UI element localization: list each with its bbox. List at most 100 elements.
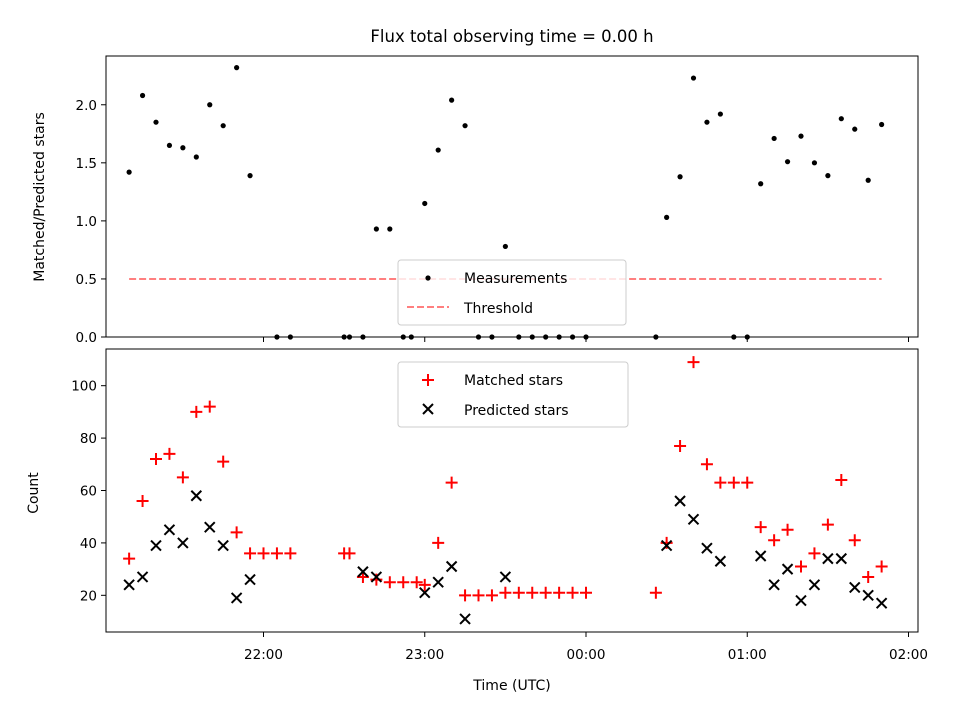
- measurement-point: [422, 200, 428, 207]
- matched-star-point: [343, 547, 356, 560]
- matched-star-point: [566, 586, 579, 599]
- predicted-star-point: [419, 586, 431, 599]
- bottom-y-axis-label: Count: [26, 472, 42, 514]
- top-axes-frame: [105, 55, 919, 338]
- matched-star-point: [123, 552, 136, 565]
- predicted-star-point: [795, 594, 807, 607]
- measurement-point: [690, 75, 697, 81]
- measurement-point: [811, 160, 818, 166]
- bottom-y-tick-label: 40: [80, 536, 97, 552]
- predicted-star-point: [217, 539, 229, 552]
- predicted-star-point: [835, 552, 848, 565]
- measurement-point: [771, 135, 777, 142]
- matched-star-point: [674, 439, 687, 452]
- predicted-star-point: [687, 513, 700, 526]
- matched-star-point: [190, 405, 203, 418]
- measurement-point: [220, 123, 226, 129]
- matched-star-point: [270, 547, 283, 560]
- matched-star-point: [727, 476, 740, 489]
- top-y-tick-label: 1.5: [76, 156, 97, 172]
- matched-star-point: [150, 453, 162, 466]
- measurement-point: [852, 126, 858, 132]
- bottom-y-tick-label: 20: [80, 588, 97, 604]
- matched-star-point: [808, 547, 821, 560]
- x-tick-label: 02:00: [889, 647, 928, 663]
- predicted-star-point: [244, 573, 256, 586]
- bottom-legend: Matched stars Predicted stars: [397, 361, 629, 428]
- measurement-point: [449, 97, 455, 103]
- matched-star-point: [512, 586, 525, 599]
- top-y-tick-label: 0.0: [76, 330, 97, 346]
- matched-star-point: [526, 586, 539, 599]
- measurement-point: [838, 116, 844, 122]
- matched-star-point: [136, 494, 149, 507]
- measurement-point: [207, 102, 213, 108]
- top-legend: Measurements Threshold: [397, 259, 627, 326]
- measurement-point: [462, 123, 468, 129]
- top-legend-box: [397, 259, 627, 326]
- matched-star-point: [217, 455, 230, 468]
- measurement-point: [677, 174, 683, 180]
- measurement-point: [180, 145, 186, 151]
- matched-star-point: [284, 547, 297, 560]
- measurement-point: [139, 92, 146, 99]
- legend-measurements-marker: [425, 275, 431, 281]
- top-y-tick-label: 1.0: [76, 214, 97, 230]
- bottom-axes-frame: [105, 348, 919, 633]
- matched-star-point: [553, 586, 566, 599]
- measurement-point: [247, 172, 253, 179]
- matched-star-point: [580, 586, 592, 599]
- matched-star-point: [795, 560, 807, 573]
- top-y-axis-label: Matched/Predicted stars: [32, 112, 48, 282]
- matched-star-point: [539, 586, 552, 599]
- measurement-point: [704, 119, 710, 125]
- predicted-star-point: [136, 571, 149, 583]
- x-axis-label: Time (UTC): [472, 678, 550, 694]
- matched-star-point: [432, 536, 445, 549]
- bottom-y-tick-label: 80: [80, 431, 97, 447]
- matched-star-point: [875, 560, 888, 573]
- predicted-star-point: [781, 563, 794, 575]
- measurement-point: [193, 154, 199, 160]
- bottom-legend-box: [397, 361, 629, 428]
- matched-star-point: [714, 476, 727, 489]
- measurement-point: [784, 159, 791, 165]
- predicted-star-point: [849, 581, 861, 594]
- matched-star-point: [499, 586, 512, 599]
- bottom-plot-area: 20 40 60 80 100 22:00 23:00 00:00 01:00 02:00: [71, 356, 928, 663]
- measurement-point: [373, 226, 379, 232]
- matched-star-point: [862, 570, 875, 583]
- predicted-star-point: [190, 490, 203, 502]
- predicted-star-point: [674, 495, 686, 507]
- measurement-point: [758, 181, 764, 187]
- top-y-tick-label: 2.0: [76, 98, 97, 114]
- chart-title: Flux total observing time = 0.00 h: [370, 27, 653, 46]
- matched-star-point: [781, 523, 794, 536]
- legend-matched-label: Matched stars: [464, 373, 563, 389]
- matched-star-point: [176, 471, 189, 484]
- measurement-point: [717, 111, 723, 117]
- matched-star-point: [687, 356, 700, 369]
- predicted-star-point: [370, 571, 383, 583]
- predicted-star-point: [432, 576, 444, 588]
- matched-star-point: [418, 578, 431, 591]
- measurement-point: [435, 147, 441, 153]
- x-tick-label: 22:00: [244, 647, 283, 663]
- bottom-panel: Count Time (UTC) 20 40 60 80 100 22:00 23:00 00…: [26, 348, 928, 694]
- legend-predicted-marker: [422, 403, 434, 415]
- top-panel: Flux total observing time = 0.00 h Match…: [32, 27, 919, 346]
- legend-threshold-label: Threshold: [463, 301, 533, 317]
- predicted-star-point: [862, 589, 874, 602]
- measurement-point: [153, 119, 159, 125]
- predicted-star-point: [459, 613, 471, 625]
- top-y-tick-label: 0.5: [76, 272, 97, 288]
- matched-star-point: [203, 400, 216, 413]
- measurement-point: [664, 214, 670, 221]
- predicted-star-point: [177, 537, 189, 549]
- measurement-point: [126, 169, 132, 175]
- matched-star-point: [472, 589, 485, 602]
- x-tick-label: 01:00: [728, 647, 767, 663]
- bottom-y-tick-label: 100: [71, 379, 97, 395]
